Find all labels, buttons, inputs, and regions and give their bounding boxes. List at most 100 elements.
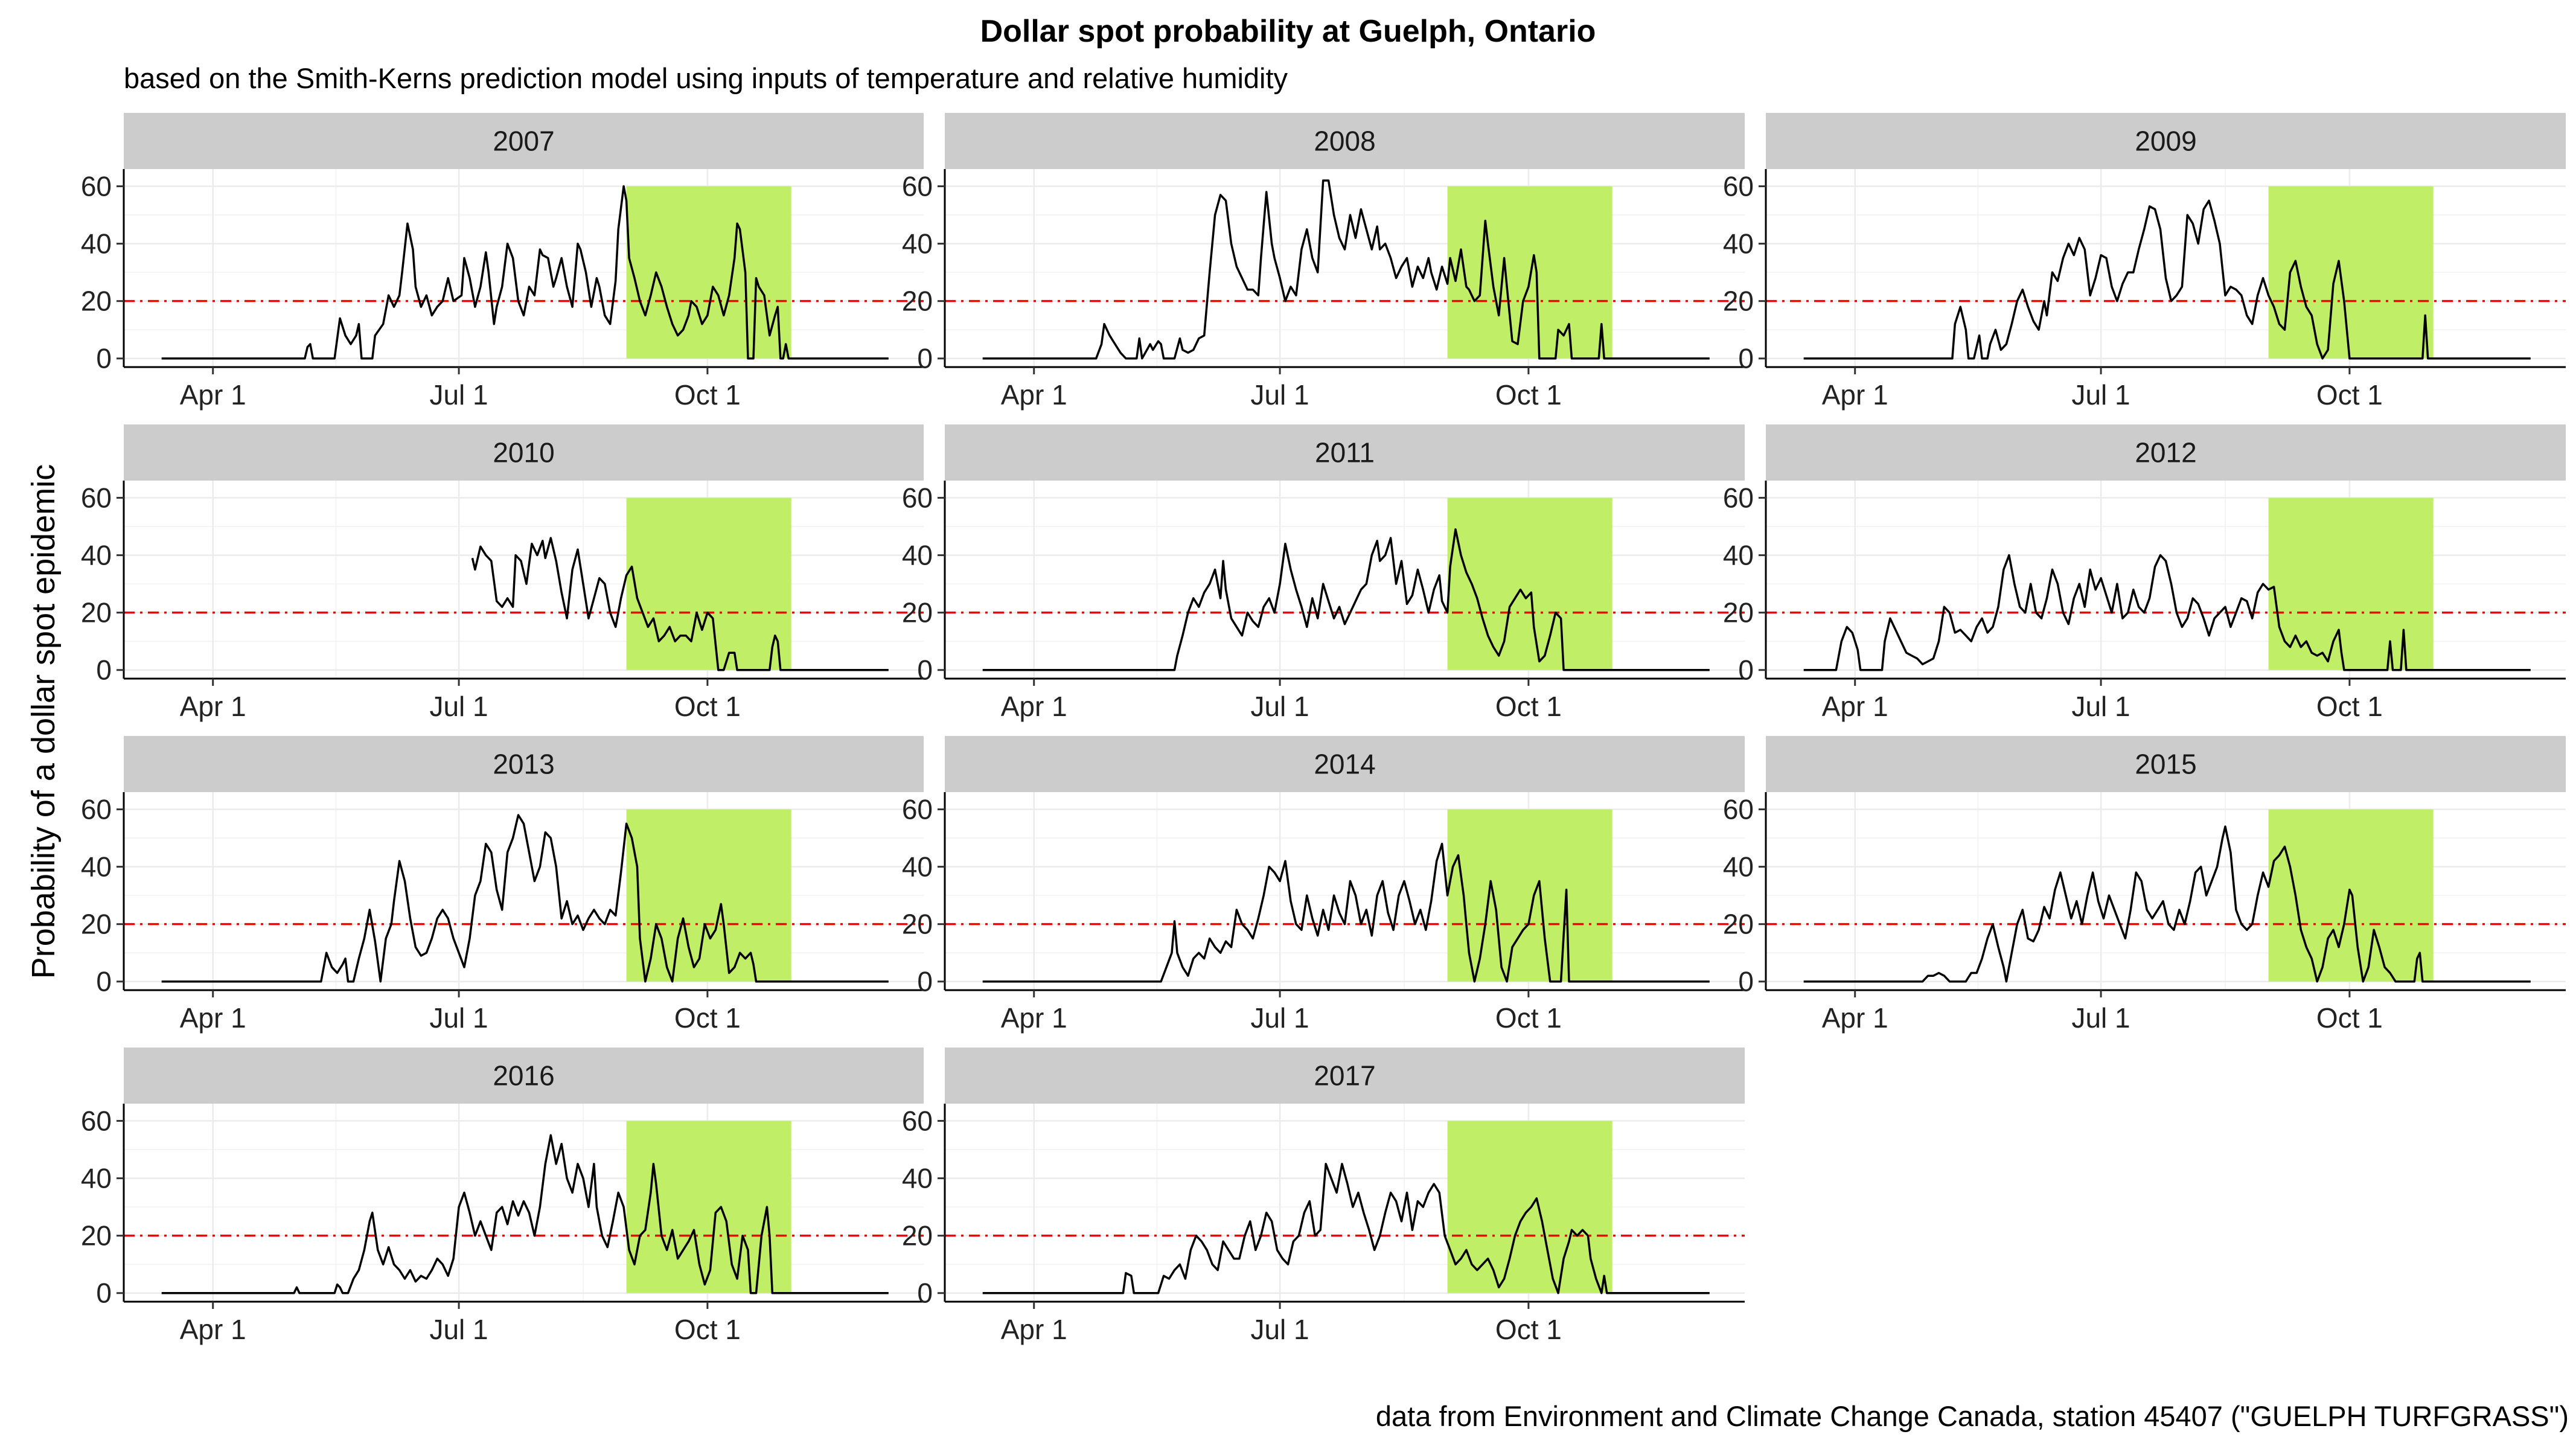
highlight-window xyxy=(1447,186,1612,359)
y-tick-label: 40 xyxy=(902,228,933,260)
y-tick-label: 20 xyxy=(1723,597,1754,629)
y-tick-label: 60 xyxy=(81,171,112,202)
highlight-window xyxy=(626,497,791,670)
facet-panel-2017: 2017 0 20 40 60 Apr 1 Jul 1 Oct 1 xyxy=(902,1048,1745,1345)
chart-caption: data from Environment and Climate Change… xyxy=(1375,1400,2569,1432)
facet-strip xyxy=(124,736,924,792)
series-line-2017 xyxy=(982,1163,1710,1294)
facet-strip xyxy=(124,424,924,481)
y-tick-label: 60 xyxy=(81,482,112,514)
series-line-2007 xyxy=(161,185,889,360)
facet-strip-label: 2015 xyxy=(2135,749,2196,780)
x-tick-label: Apr 1 xyxy=(180,379,246,411)
facet-strip-label: 2007 xyxy=(493,126,554,157)
x-tick-label: Jul 1 xyxy=(1250,379,1309,411)
highlight-window xyxy=(1447,809,1612,982)
y-tick-label: 60 xyxy=(902,482,933,514)
facet-strip-label: 2013 xyxy=(493,749,554,780)
x-tick-label: Jul 1 xyxy=(429,379,488,411)
facet-panel-2012: 2012 0 20 40 60 Apr 1 Jul 1 Oct 1 xyxy=(1723,424,2566,722)
highlight-window xyxy=(626,809,791,982)
facet-panel-2016: 2016 0 20 40 60 Apr 1 Jul 1 Oct 1 xyxy=(81,1048,924,1345)
highlight-window xyxy=(2268,809,2434,982)
facet-panel-2013: 2013 0 20 40 60 Apr 1 Jul 1 Oct 1 xyxy=(81,736,924,1034)
y-tick-label: 0 xyxy=(1738,654,1754,686)
y-tick-label: 20 xyxy=(1723,286,1754,317)
facet-strip-label: 2009 xyxy=(2135,126,2196,157)
y-tick-label: 40 xyxy=(902,540,933,571)
series-line-2012 xyxy=(1803,554,2531,671)
y-tick-label: 40 xyxy=(81,540,112,571)
y-tick-label: 60 xyxy=(902,171,933,202)
highlight-window xyxy=(2268,497,2434,670)
y-tick-label: 20 xyxy=(902,1220,933,1252)
x-tick-label: Apr 1 xyxy=(1001,379,1067,411)
facet-strip-label: 2017 xyxy=(1314,1060,1375,1092)
x-tick-label: Apr 1 xyxy=(1822,379,1888,411)
x-tick-label: Oct 1 xyxy=(674,379,741,411)
series-line-2011 xyxy=(982,528,1710,671)
x-tick-label: Jul 1 xyxy=(429,691,488,722)
y-tick-label: 40 xyxy=(1723,851,1754,883)
facet-strip xyxy=(124,113,924,169)
x-tick-label: Jul 1 xyxy=(429,1002,488,1034)
y-tick-label: 60 xyxy=(81,794,112,825)
facet-panel-2015: 2015 0 20 40 60 Apr 1 Jul 1 Oct 1 xyxy=(1723,736,2566,1034)
y-tick-label: 60 xyxy=(1723,482,1754,514)
series-line-2008 xyxy=(982,179,1710,360)
x-tick-label: Oct 1 xyxy=(1495,1314,1562,1345)
facet-strip-label: 2016 xyxy=(493,1060,554,1092)
highlight-window xyxy=(2268,186,2434,359)
x-tick-label: Apr 1 xyxy=(1822,1002,1888,1034)
x-tick-label: Oct 1 xyxy=(1495,1002,1562,1034)
y-tick-label: 0 xyxy=(96,343,112,374)
facet-panel-2009: 2009 0 20 40 60 Apr 1 Jul 1 Oct 1 xyxy=(1723,113,2566,411)
y-tick-label: 40 xyxy=(902,851,933,883)
y-tick-label: 20 xyxy=(902,286,933,317)
facet-panel-2007: 2007 0 20 40 60 Apr 1 Jul 1 Oct 1 xyxy=(81,113,924,411)
facet-strip-label: 2010 xyxy=(493,437,554,469)
facet-strip xyxy=(124,1048,924,1104)
y-tick-label: 20 xyxy=(81,909,112,940)
x-tick-label: Oct 1 xyxy=(2316,379,2383,411)
y-tick-label: 40 xyxy=(81,851,112,883)
y-tick-label: 40 xyxy=(81,228,112,260)
y-tick-label: 0 xyxy=(917,1278,933,1309)
y-tick-label: 20 xyxy=(902,597,933,629)
x-tick-label: Oct 1 xyxy=(674,691,741,722)
x-tick-label: Apr 1 xyxy=(1001,691,1067,722)
facet-strip xyxy=(945,1048,1745,1104)
x-tick-label: Oct 1 xyxy=(2316,1002,2383,1034)
highlight-window xyxy=(626,1121,791,1293)
facet-strip-label: 2012 xyxy=(2135,437,2196,469)
x-tick-label: Apr 1 xyxy=(1001,1002,1067,1034)
x-tick-label: Oct 1 xyxy=(1495,691,1562,722)
chart-subtitle: based on the Smith-Kerns prediction mode… xyxy=(124,62,1288,94)
facet-strip xyxy=(1766,736,2566,792)
highlight-window xyxy=(1447,497,1612,670)
facet-strip xyxy=(945,424,1745,481)
x-tick-label: Jul 1 xyxy=(2071,691,2130,722)
series-line-2009 xyxy=(1803,199,2531,360)
y-tick-label: 60 xyxy=(1723,171,1754,202)
series-line-2015 xyxy=(1803,825,2531,983)
y-tick-label: 40 xyxy=(902,1163,933,1194)
y-tick-label: 0 xyxy=(96,654,112,686)
series-line-2016 xyxy=(161,1134,889,1294)
x-tick-label: Oct 1 xyxy=(2316,691,2383,722)
series-line-2014 xyxy=(982,842,1710,983)
facet-panel-2010: 2010 0 20 40 60 Apr 1 Jul 1 Oct 1 xyxy=(81,424,924,722)
y-tick-label: 40 xyxy=(1723,540,1754,571)
y-tick-label: 0 xyxy=(917,966,933,997)
facet-panel-2014: 2014 0 20 40 60 Apr 1 Jul 1 Oct 1 xyxy=(902,736,1745,1034)
y-tick-label: 40 xyxy=(1723,228,1754,260)
facet-strip xyxy=(945,113,1745,169)
x-tick-label: Jul 1 xyxy=(2071,1002,2130,1034)
x-tick-label: Apr 1 xyxy=(180,1002,246,1034)
x-tick-label: Oct 1 xyxy=(674,1002,741,1034)
y-tick-label: 60 xyxy=(81,1105,112,1137)
facet-panel-2011: 2011 0 20 40 60 Apr 1 Jul 1 Oct 1 xyxy=(902,424,1745,722)
y-tick-label: 20 xyxy=(81,597,112,629)
